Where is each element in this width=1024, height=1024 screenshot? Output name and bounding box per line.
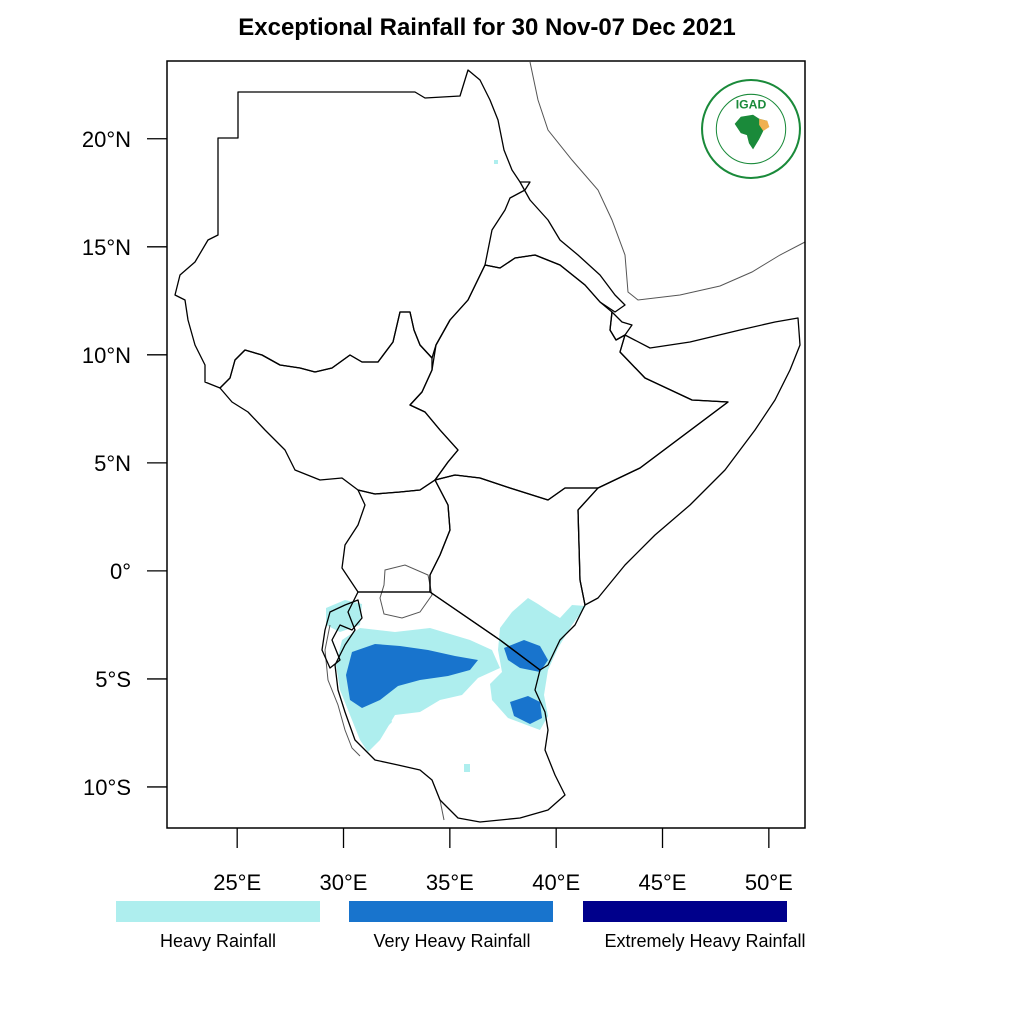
south-sudan-border — [219, 311, 459, 495]
lat-tick-label: 10°S — [83, 775, 131, 800]
lat-tick-label: 15°N — [82, 235, 131, 260]
ethiopia-border — [409, 254, 729, 501]
lon-tick-label: 50°E — [745, 870, 793, 895]
longitude-ticks: 25°E 30°E 35°E 40°E 45°E 50°E — [213, 828, 793, 895]
legend-swatch-extremely-heavy — [583, 901, 787, 922]
logo-text: IGAD — [736, 98, 767, 112]
country-borders — [174, 69, 801, 823]
lat-tick-label: 20°N — [82, 127, 131, 152]
igad-logo: IGAD — [701, 79, 801, 179]
horn-of-africa-highlight-icon — [759, 118, 770, 132]
heavy-rainfall-speck-north — [494, 160, 498, 164]
tanzania-border — [334, 591, 566, 823]
somalia-border — [577, 317, 801, 606]
very-heavy-rainfall-region-east — [504, 640, 548, 672]
rwanda-burundi-border — [321, 599, 363, 669]
sudan-border — [174, 69, 531, 389]
very-heavy-rainfall-region-west — [346, 644, 478, 708]
lat-tick-label: 0° — [110, 559, 131, 584]
lon-tick-label: 40°E — [532, 870, 580, 895]
red-sea-arabian-coast — [529, 61, 806, 301]
legend-label-very-heavy: Very Heavy Rainfall — [373, 931, 531, 951]
very-heavy-rainfall-region-coast — [510, 696, 542, 724]
legend-swatch-very-heavy — [349, 901, 553, 922]
lat-tick-label: 5°S — [95, 667, 131, 692]
kenya-border — [429, 474, 599, 671]
legend-label-extremely-heavy: Extremely Heavy Rainfall — [604, 931, 806, 951]
latitude-ticks: 20°N 15°N 10°N 5°N 0° 5°S 10°S — [82, 127, 167, 800]
legend-label-heavy: Heavy Rainfall — [159, 931, 277, 951]
legend-swatch-heavy — [116, 901, 320, 922]
lake-tanganyika-outline — [324, 624, 361, 757]
lon-tick-label: 30°E — [320, 870, 368, 895]
rainfall-shading — [326, 160, 586, 772]
uganda-border — [341, 479, 451, 593]
heavy-rainfall-speck — [464, 764, 470, 772]
lon-tick-label: 35°E — [426, 870, 474, 895]
map-title: Exceptional Rainfall for 30 Nov-07 Dec 2… — [238, 14, 736, 41]
lon-tick-label: 45°E — [639, 870, 687, 895]
lat-tick-label: 5°N — [94, 451, 131, 476]
map-frame — [166, 60, 806, 829]
lat-tick-label: 10°N — [82, 343, 131, 368]
lon-tick-label: 25°E — [213, 870, 261, 895]
heavy-rainfall-patch-south — [370, 706, 392, 732]
eritrea-border — [484, 181, 626, 313]
